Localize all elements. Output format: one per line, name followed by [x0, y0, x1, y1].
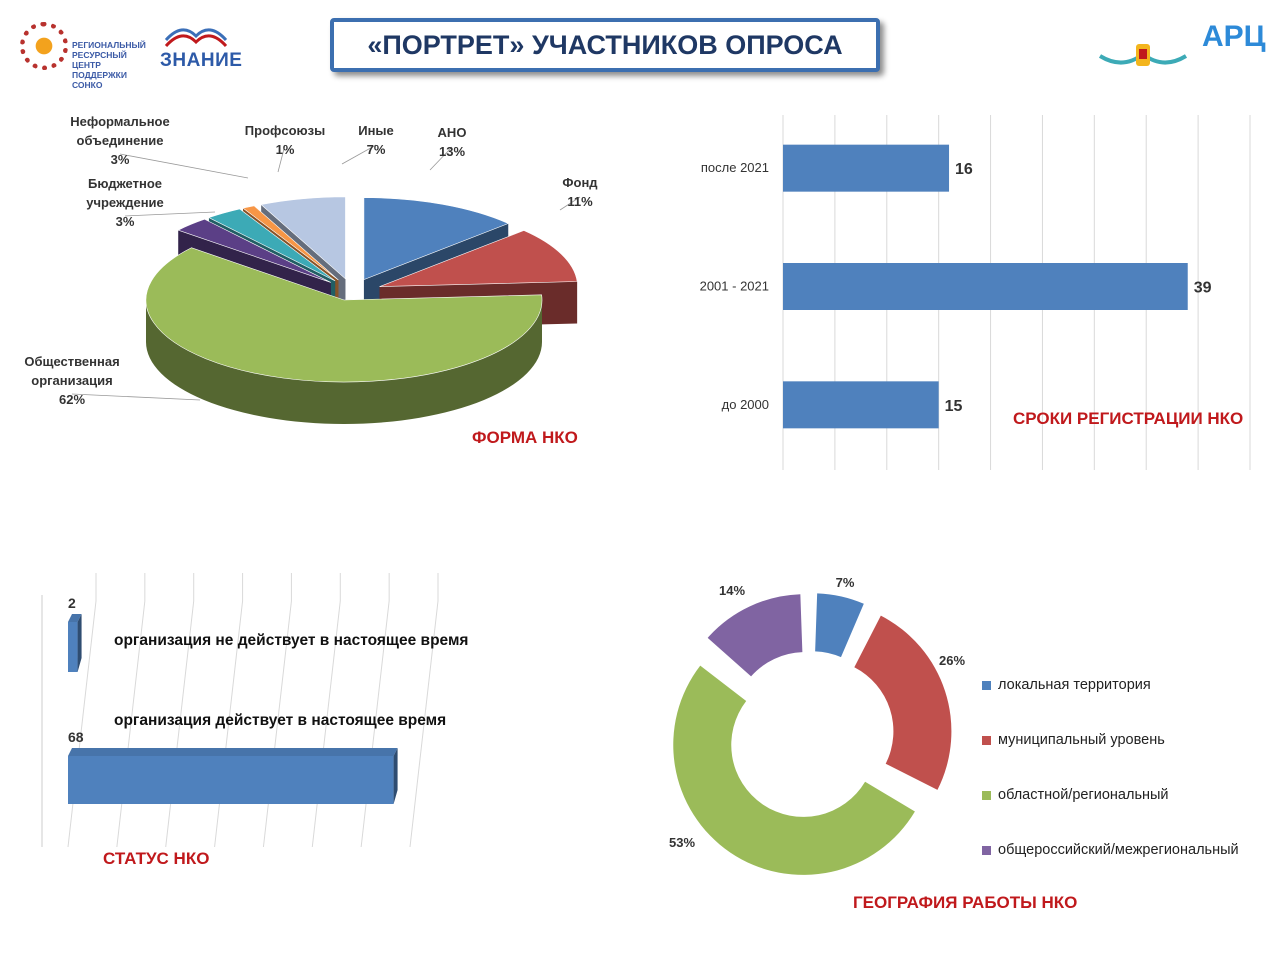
donut-slice: [707, 594, 803, 677]
donut-slice: [815, 593, 864, 658]
pie-label: Профсоюзы 1%: [245, 123, 325, 157]
value-label: 2: [68, 595, 76, 611]
znanie-logo-text: ЗНАНИЕ: [160, 50, 243, 71]
bar: [783, 144, 950, 192]
geografiya-title: ГЕОГРАФИЯ РАБОТЫ НКО: [853, 893, 1078, 912]
grid-line: [311, 600, 341, 848]
pie-leader-line: [71, 393, 201, 401]
pie-label: Общественная организация 62%: [24, 354, 119, 407]
donut-slice: [673, 665, 915, 875]
legend-label: областной/региональный: [998, 787, 1169, 803]
legend-swatch: [982, 680, 991, 690]
bar-side: [77, 614, 82, 672]
pie-label: Фонд 11%: [562, 175, 598, 209]
legend-swatch: [982, 735, 991, 745]
pie-leader-line: [429, 146, 453, 171]
category-label: 2001 - 2021: [700, 279, 769, 294]
pie-label: АНО 13%: [438, 125, 467, 159]
bar-side: [393, 748, 398, 804]
grid-line: [67, 600, 97, 848]
status-nko-chart: 2 организация не действует в настоящее вр…: [40, 570, 468, 850]
forma-nko-chart: АНО 13% Фонд 11% Общественная организация 62% Б…: [24, 114, 598, 424]
legend-label: муниципальный уровень: [998, 732, 1165, 748]
pie-leader-line: [119, 153, 249, 179]
pie-label: Бюджетное учреждение 3%: [86, 176, 164, 229]
geografiya-chart: 7% 26% 53% 14%: [669, 575, 965, 875]
grid-line: [262, 600, 292, 848]
plot-area: [40, 570, 440, 850]
value-label: 15: [945, 398, 963, 415]
value-label: 39: [1194, 280, 1212, 297]
value-label: 16: [955, 161, 973, 178]
pie-leader-line: [559, 196, 581, 211]
category-label: после 2021: [701, 160, 769, 175]
sonko-logo-text: РЕГИОНАЛЬНЫЙ РЕСУРСНЫЙ ЦЕНТР ПОДДЕРЖКИ С…: [72, 40, 146, 90]
pie-leader-line: [277, 144, 286, 173]
legend-item: локальная территория: [982, 674, 1272, 696]
bar: [783, 381, 939, 429]
legend-item: общероссийский/межрегиональный: [982, 839, 1272, 861]
category-label: организация не действует в настоящее вре…: [114, 632, 468, 649]
grid-line: [214, 600, 244, 848]
bar: [68, 622, 78, 672]
geografiya-legend: локальная территория муниципальный урове…: [982, 674, 1272, 861]
forma-nko-title: ФОРМА НКО: [472, 428, 578, 447]
bar: [783, 263, 1188, 310]
donut-slice: [854, 615, 952, 790]
regional-logo-icon: [1098, 44, 1188, 66]
sroki-registracii-title: СРОКИ РЕГИСТРАЦИИ НКО: [1013, 409, 1244, 428]
donut-label: 7%: [836, 575, 855, 590]
donut-label: 14%: [719, 583, 745, 598]
bar-top: [68, 614, 82, 622]
grid-line: [165, 600, 195, 848]
page-title: «ПОРТРЕТ» УЧАСТНИКОВ ОПРОСА: [367, 30, 843, 60]
api-logo-text: АРЦ: [1202, 20, 1266, 53]
pie-leader-line: [124, 211, 216, 217]
sroki-registracii-chart: после 2021 16 2001 - 2021 39 до 2000 15: [700, 115, 1251, 470]
donut-label: 26%: [939, 653, 965, 668]
legend-item: областной/региональный: [982, 784, 1272, 806]
value-label: 68: [68, 729, 84, 745]
legend-swatch: [982, 790, 991, 800]
legend-label: общероссийский/межрегиональный: [998, 842, 1239, 858]
bar: [68, 756, 394, 804]
grid-line: [116, 600, 146, 848]
sonko-logo-icon: [20, 22, 68, 70]
page-title-box: [330, 18, 880, 72]
donut-label: 53%: [669, 835, 695, 850]
pie-label: Неформальное объединение 3%: [70, 114, 169, 167]
znanie-book-icon: [164, 28, 228, 48]
status-nko-title: СТАТУС НКО: [103, 849, 210, 868]
pie-leader-line: [341, 144, 377, 165]
pie-slice: [145, 247, 543, 424]
legend-item: муниципальный уровень: [982, 729, 1272, 751]
grid-line: [409, 600, 439, 848]
category-label: организация действует в настоящее время: [114, 712, 446, 729]
bar-top: [68, 748, 398, 756]
legend-label: локальная территория: [998, 677, 1151, 693]
legend-swatch: [982, 845, 991, 855]
category-label: до 2000: [722, 397, 769, 412]
grid-line: [360, 600, 390, 848]
pie-label: Иные 7%: [358, 123, 394, 157]
